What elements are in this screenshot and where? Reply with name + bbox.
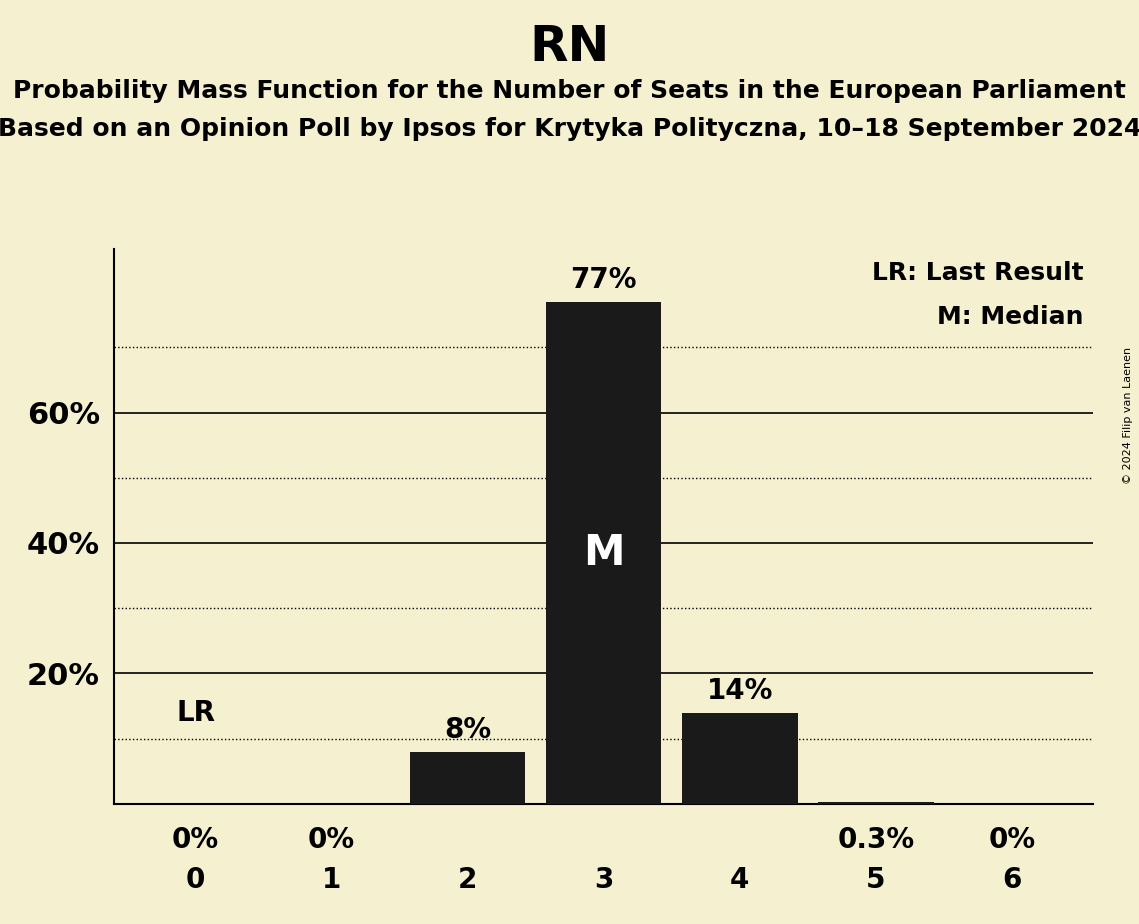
Text: 8%: 8% [444,716,491,744]
Text: M: Median: M: Median [937,305,1083,329]
Text: LR: LR [177,699,215,727]
Text: © 2024 Filip van Laenen: © 2024 Filip van Laenen [1123,347,1133,484]
Bar [682,712,797,804]
Text: Probability Mass Function for the Number of Seats in the European Parliament: Probability Mass Function for the Number… [13,79,1126,103]
Text: 0%: 0% [989,826,1035,854]
Bar [546,301,662,804]
Text: 77%: 77% [571,266,637,294]
Text: 14%: 14% [706,676,773,705]
Text: 0.3%: 0.3% [837,826,915,854]
Bar [410,752,525,804]
Text: 0%: 0% [308,826,355,854]
Text: 0%: 0% [172,826,219,854]
Bar [818,802,934,804]
Text: RN: RN [530,23,609,71]
Text: Based on an Opinion Poll by Ipsos for Krytyka Polityczna, 10–18 September 2024: Based on an Opinion Poll by Ipsos for Kr… [0,117,1139,141]
Text: LR: Last Result: LR: Last Result [872,261,1083,285]
Text: M: M [583,532,624,574]
